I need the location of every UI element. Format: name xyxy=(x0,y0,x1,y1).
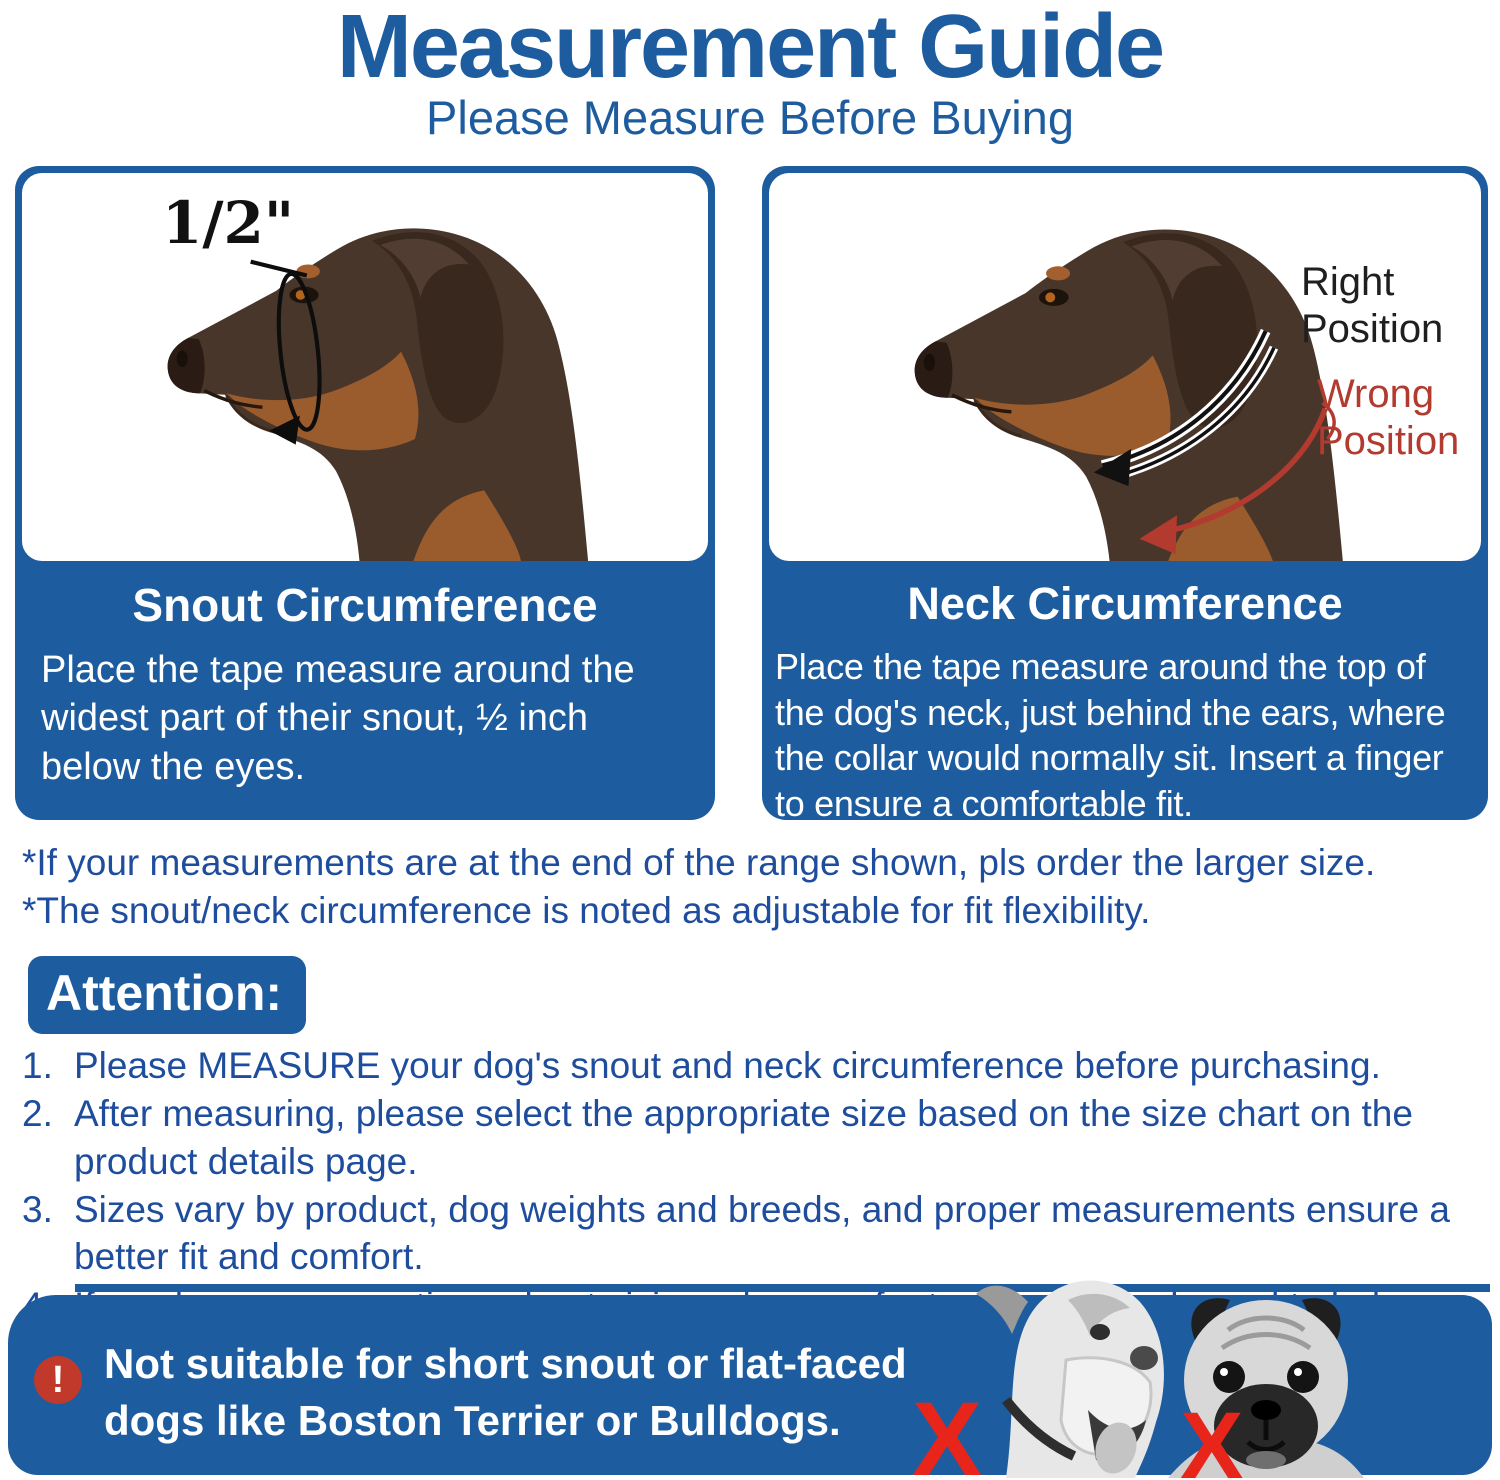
neck-photo-area: Right Position Wrong Position xyxy=(769,173,1481,561)
neck-instructions: Place the tape measure around the top of… xyxy=(775,646,1446,825)
neck-caption: Neck Circumference Place the tape measur… xyxy=(762,568,1488,827)
bulldog-photo xyxy=(976,1280,1164,1478)
snout-photo-area: 1/2" xyxy=(22,173,708,561)
sizing-note-2: *The snout/neck circumference is noted a… xyxy=(22,890,1151,931)
right-position-label: Right Position xyxy=(1301,260,1444,352)
item-text: Sizes vary by product, dog weights and b… xyxy=(74,1189,1450,1278)
snout-measurement-card: 1/2" Snout Circumference Place the tape … xyxy=(15,166,715,820)
snout-caption: Snout Circumference Place the tape measu… xyxy=(15,568,715,791)
neck-measurement-card: Right Position Wrong Position Neck Circu… xyxy=(762,166,1488,824)
exclamation-icon: ! xyxy=(34,1356,82,1404)
item-text: After measuring, please select the appro… xyxy=(74,1093,1413,1182)
pug-photo xyxy=(1168,1298,1364,1478)
attention-item: 2. After measuring, please select the ap… xyxy=(22,1090,1487,1185)
attention-item: 3. Sizes vary by product, dog weights an… xyxy=(22,1186,1487,1281)
warning-text: Not suitable for short snout or flat-fac… xyxy=(104,1340,907,1444)
snout-heading: Snout Circumference xyxy=(132,579,598,631)
not-suitable-x-icon: X xyxy=(912,1381,983,1480)
attention-item: 1. Please MEASURE your dog's snout and n… xyxy=(22,1042,1487,1089)
neck-heading: Neck Circumference xyxy=(907,578,1343,629)
sizing-note-1: *If your measurements are at the end of … xyxy=(22,842,1376,883)
doberman-neck-photo xyxy=(769,173,1481,561)
item-text: Please MEASURE your dog's snout and neck… xyxy=(74,1045,1381,1086)
item-number: 3. xyxy=(22,1189,53,1231)
half-inch-label: 1/2" xyxy=(162,189,295,257)
item-number: 2. xyxy=(22,1093,53,1135)
wrong-position-label: Wrong Position xyxy=(1317,372,1460,464)
page-title: Measurement Guide xyxy=(336,0,1165,97)
not-suitable-x-icon: X xyxy=(1180,1393,1244,1480)
page-subtitle: Please Measure Before Buying xyxy=(426,91,1074,144)
snout-instructions: Place the tape measure around the widest… xyxy=(41,649,635,788)
divider-line xyxy=(75,1284,1490,1292)
item-number: 1. xyxy=(22,1045,53,1086)
attention-badge: Attention: xyxy=(28,956,307,1034)
doberman-snout-photo xyxy=(22,173,708,561)
